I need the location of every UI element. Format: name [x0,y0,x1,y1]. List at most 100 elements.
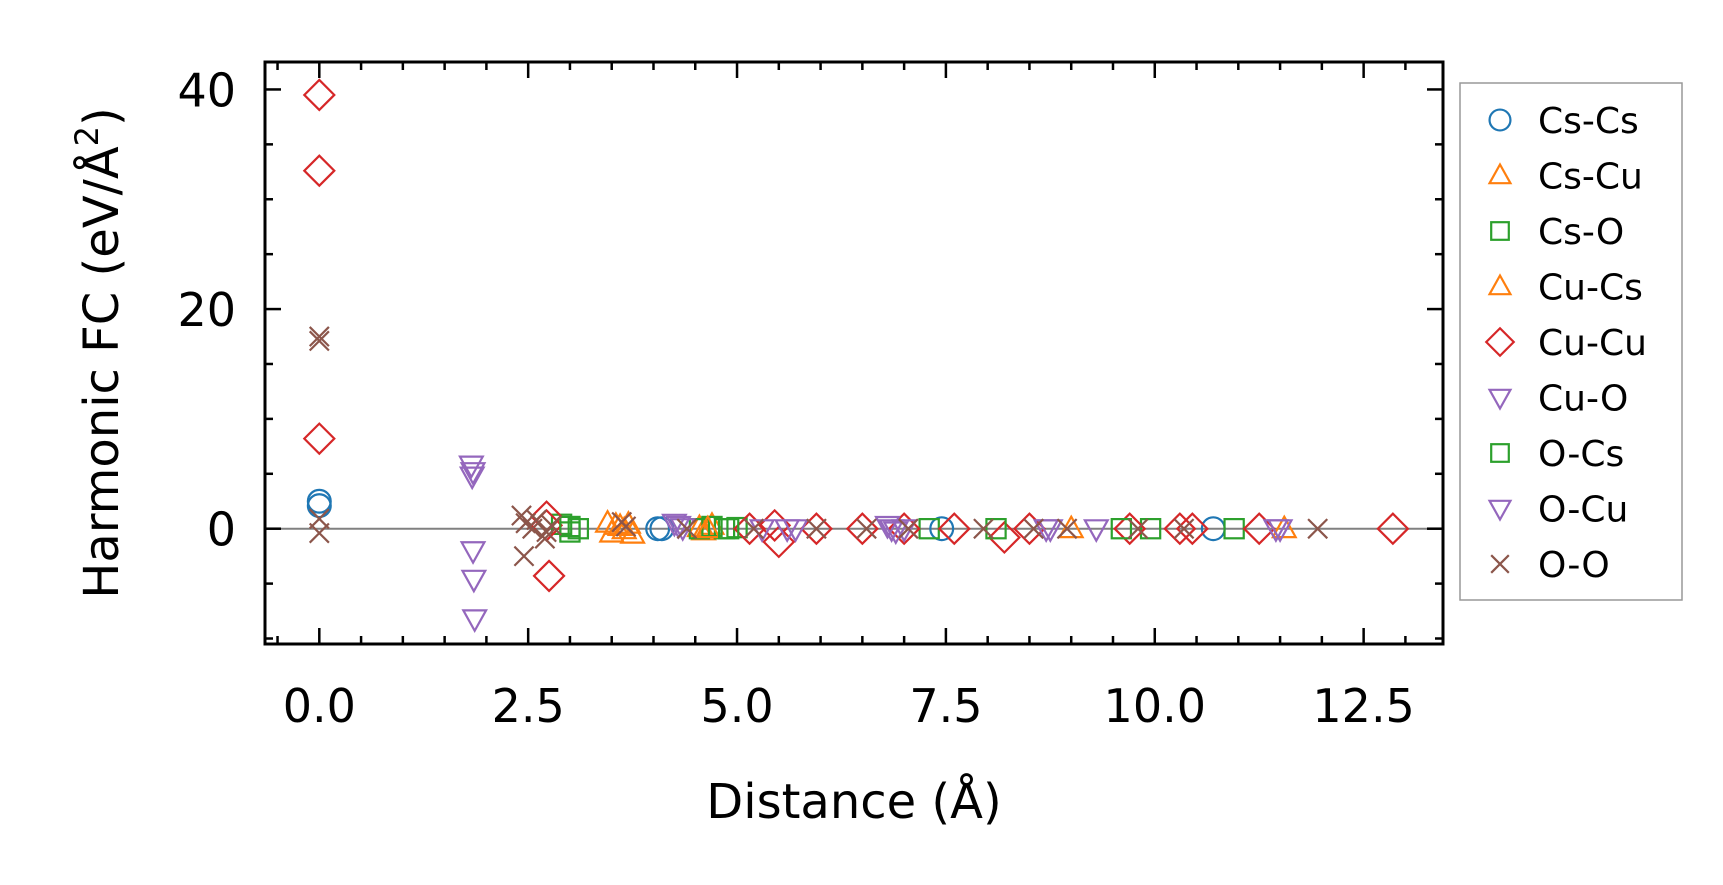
point-cs-cs [929,516,955,542]
plot-frame [263,60,1445,646]
point-o-o [1127,518,1149,540]
y-tick-labels: 0 20 40 [177,63,236,556]
point-cs-o [567,517,589,540]
legend-label: O-Cs [1538,434,1624,475]
legend-label: O-Cu [1538,490,1628,531]
y-tick-label: 0 [207,503,236,557]
series-o-cs [559,515,1133,540]
legend-entries: Cs-Cs Cs-Cu Cs-O Cu-Cs Cu-Cu Cu-O O-Cs O-Cu O-O [1484,101,1647,586]
legend-item-cs-cu: Cs-Cu [1487,157,1643,198]
point-o-cu [1266,519,1294,543]
legend-marker-cs-cs [1488,108,1512,132]
point-o-o [806,518,827,540]
legend-marker-o-o [1490,554,1510,574]
legend-marker-cu-cu [1484,326,1516,358]
point-cu-cu [1376,512,1410,546]
point-cu-cu [302,154,336,188]
point-o-o [1307,518,1329,540]
x-axis-label: Distance (Å) [706,773,1001,830]
point-o-o [1173,518,1195,540]
point-o-o [534,528,556,549]
series-cu-o [458,455,1290,633]
legend-label: Cu-Cu [1538,323,1647,364]
point-cu-cu [302,422,336,456]
point-o-o [1056,518,1078,540]
point-o-o [743,518,765,540]
legend-item-o-o: O-O [1490,545,1610,586]
legend-marker-cs-cu [1487,162,1513,185]
legend-label: Cu-O [1538,379,1628,420]
point-o-o [615,516,637,537]
point-o-o [308,326,330,347]
legend-marker-o-cu [1487,499,1513,522]
point-o-o [856,518,877,540]
point-cu-cs [694,514,722,539]
point-cu-cu [1242,512,1276,546]
point-cu-cs [610,515,638,540]
x-tick-label: 2.5 [492,679,565,733]
point-cu-o [461,609,488,633]
point-o-o [308,522,330,544]
y-axis-label: Harmonic FC (eV/Å2) [68,107,130,599]
point-cu-cu [1113,512,1147,546]
point-cu-cu [532,559,566,593]
point-o-cs [717,517,740,540]
x-tick-label: 12.5 [1312,679,1414,733]
point-o-cu [878,519,905,543]
point-o-o [526,509,547,531]
x-tick-labels: 0.0 2.5 5.0 7.5 10.0 12.5 [283,679,1415,733]
point-o-cu [773,519,801,543]
legend-marker-cu-o [1487,388,1513,411]
point-cu-cu [937,512,971,546]
point-o-cu [1037,519,1064,543]
point-cu-cu [1175,512,1209,546]
legend-label: Cs-O [1538,212,1624,253]
legend-label: Cu-Cs [1538,268,1643,309]
point-cu-cu [987,520,1021,555]
point-o-cs [559,515,581,538]
point-o-o [308,330,330,352]
point-cu-o [458,466,486,491]
point-cu-cu [302,78,336,112]
point-o-o [511,505,532,526]
y-tick-label: 40 [177,63,236,117]
point-cs-o [1139,517,1162,540]
legend-marker-cs-o [1490,221,1510,241]
legend-item-o-cu: O-Cu [1487,490,1628,531]
y-axis-label-main: Harmonic FC (eV/Å [73,146,130,599]
point-cu-o [661,513,688,538]
point-cu-cu [529,500,564,534]
point-cu-o [460,569,488,594]
legend-label: Cs-Cu [1538,157,1643,198]
point-o-o [541,515,562,536]
legend-item-cu-cu: Cu-Cu [1484,323,1647,364]
point-cs-cu [1270,514,1298,539]
x-tick-label: 0.0 [283,679,356,733]
point-o-cs [985,517,1007,540]
point-cu-o [882,521,910,546]
legend-item-cu-cs: Cu-Cs [1487,268,1643,309]
legend-marker-o-cs [1490,443,1510,463]
legend-marker-cu-cs [1487,273,1513,296]
point-o-o [513,545,535,567]
y-tick-label: 20 [177,283,236,337]
legend-item-o-cs: O-Cs [1490,434,1624,475]
point-o-cs [1110,517,1133,540]
point-o-o [676,518,698,540]
x-tick-label: 5.0 [700,679,773,733]
axis-ticks [265,62,1443,644]
point-o-o [897,518,919,540]
legend-item-cs-o: Cs-O [1490,212,1624,253]
point-cu-o [459,541,487,565]
y-axis-label-close: ) [74,107,130,126]
point-cu-cu [799,512,833,546]
point-o-o [1023,518,1044,540]
legend-label: O-O [1538,545,1610,586]
series-o-o [308,326,1329,567]
point-cu-o [1083,519,1110,543]
y-axis-label-sup: 2 [68,126,106,146]
legend-label: Cs-Cs [1538,101,1639,142]
point-cu-o [874,515,901,540]
legend-item-cu-o: Cu-O [1487,379,1628,420]
